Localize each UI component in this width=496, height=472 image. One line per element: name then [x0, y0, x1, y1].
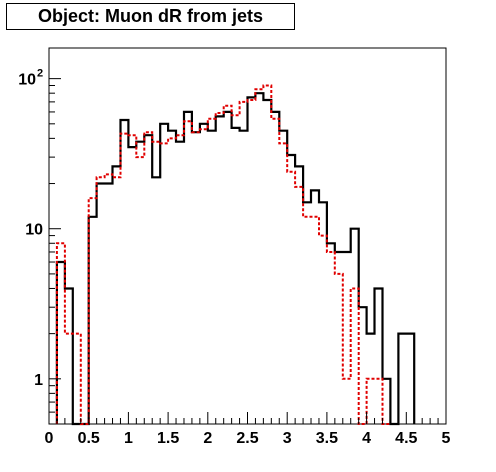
x-tick-label: 3.5 [316, 430, 338, 447]
x-tick-label: 0.5 [78, 430, 100, 447]
x-tick-label: 2 [203, 430, 212, 447]
y-tick-label: 1 [34, 372, 43, 389]
x-tick-label: 2.5 [236, 430, 258, 447]
x-tick-label: 3 [283, 430, 292, 447]
x-tick-label: 4 [362, 430, 371, 447]
x-tick-label: 0 [45, 430, 54, 447]
y-tick-label: 10 [25, 222, 43, 239]
y-tick-label: 10 [18, 72, 36, 89]
x-tick-label: 1 [124, 430, 133, 447]
series-line-0 [55, 92, 416, 426]
x-tick-label: 4.5 [395, 430, 417, 447]
x-tick-label: 1.5 [157, 430, 179, 447]
y-tick-exponent: 2 [37, 68, 43, 80]
chart-title: Object: Muon dR from jets [6, 3, 295, 30]
series-line-1 [55, 84, 391, 425]
x-tick-label: 5 [442, 430, 451, 447]
series-layer [55, 84, 416, 426]
